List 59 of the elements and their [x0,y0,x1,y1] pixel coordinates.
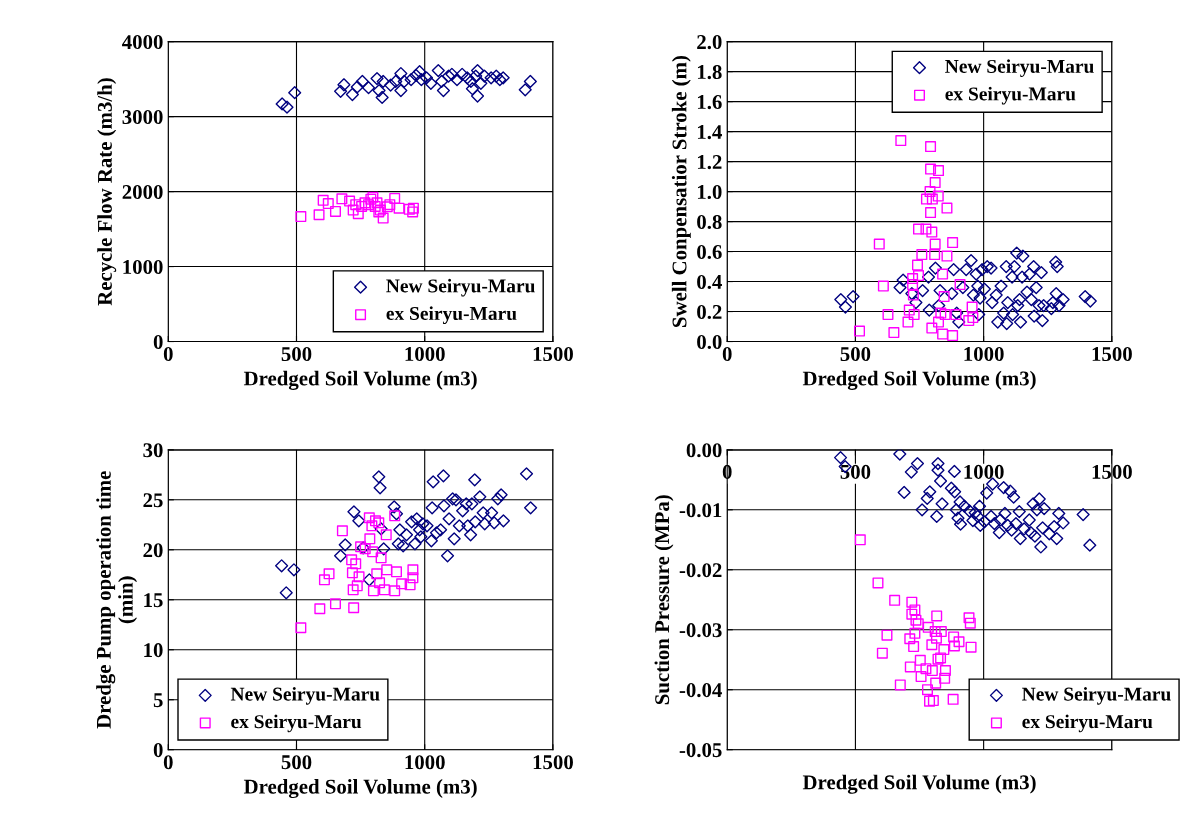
y-axis-title: Dredge Pump operation time (min) [96,471,138,729]
y-tick-label: 10 [144,643,163,658]
y-axis-title: Suction Pressure (MPa) [654,495,674,705]
y-tick-label: 0 [153,334,163,349]
y-tick-label: 1.2 [697,155,722,170]
x-tick-label: 1000 [964,464,1004,479]
x-tick-label: 500 [840,346,871,362]
x-tick-label: 1500 [1092,346,1132,362]
y-tick-label: 0 [153,743,163,758]
y-tick-label: 1.0 [697,184,722,200]
legend-label: ex Seiryu-Maru [386,306,517,325]
x-axis-title: Dredged Soil Volume (m3) [802,774,1036,794]
y-tick-label: 0.6 [697,244,722,260]
y-tick-label: 1000 [123,259,163,274]
x-tick-label: 0 [722,346,732,362]
x-tick-label: 1500 [533,755,573,770]
x-tick-label: 500 [840,464,871,479]
y-tick-label: 4000 [122,35,163,50]
y-tick-label: -0.05 [679,743,722,758]
y-tick-label: -0.02 [679,563,722,578]
legend-label: ex Seiryu-Maru [231,714,362,733]
x-tick-label: 500 [281,755,312,770]
y-tick-label: 0.4 [697,274,722,290]
x-tick-label: 1000 [405,755,445,770]
y-tick-label: -0.04 [679,683,722,698]
y-tick-label: 1.4 [697,125,722,140]
y-tick-label: 15 [144,593,163,608]
legend-label: New Seiryu-Maru [230,686,380,705]
y-tick-label: 1.6 [697,95,722,110]
legend-label: ex Seiryu-Maru [945,86,1076,105]
legend-label: New Seiryu-Maru [386,278,535,297]
x-tick-label: 0 [163,346,173,362]
x-tick-label: 500 [281,346,312,362]
x-tick-label: 1000 [964,346,1004,362]
x-tick-label: 0 [163,755,173,770]
y-tick-label: 0.2 [697,304,722,320]
y-axis-title: Swell Conpensatior Stroke (m) [671,56,691,327]
y-tick-label: 0.8 [697,214,722,230]
y-tick-label: 0.0 [697,334,722,350]
y-tick-label: -0.01 [679,503,722,518]
legend-label: ex Seiryu-Maru [1022,714,1153,733]
legend-label: New Seiryu-Maru [1022,686,1171,705]
y-tick-label: 0.00 [686,443,722,458]
x-axis-title: Dredged Soil Volume (m3) [243,779,477,799]
x-tick-label: 1000 [405,346,445,362]
y-tick-label: 20 [143,543,163,558]
x-axis-title: Dredged Soil Volume (m3) [802,370,1036,390]
x-tick-label: 1500 [533,346,573,362]
y-tick-label: -0.03 [679,623,722,638]
y-tick-label: 1.8 [697,65,722,80]
legend-label: New Seiryu-Maru [945,59,1094,77]
x-axis-title: Dredged Soil Volume (m3) [243,370,477,390]
y-tick-label: 3000 [122,109,163,125]
y-tick-label: 2000 [122,184,163,200]
y-tick-label: 2.0 [697,35,722,50]
y-tick-label: 5 [153,693,163,708]
y-tick-label: 25 [143,493,163,508]
y-tick-label: 30 [143,443,163,458]
y-axis-title: Recycle Flow Rate (m3/h) [97,78,117,306]
